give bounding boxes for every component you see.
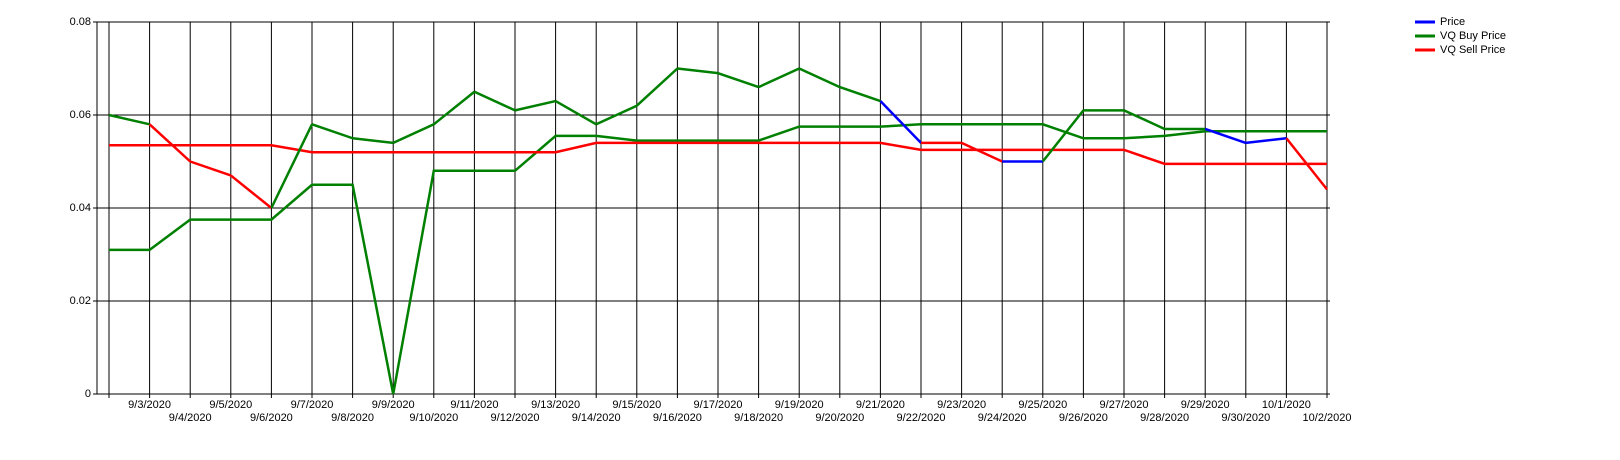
x-tick-label: 9/13/2020 (531, 399, 580, 411)
line-segment (392, 123, 435, 145)
line-segment (839, 85, 881, 103)
line-segment (677, 67, 719, 75)
legend-label: VQ Sell Price (1440, 44, 1505, 56)
line-segment (1204, 127, 1247, 145)
x-tick-label: 9/5/2020 (209, 399, 252, 411)
x-tick-label: 9/20/2020 (815, 412, 864, 424)
x-tick-label: 9/25/2020 (1018, 399, 1067, 411)
line-segment (879, 100, 922, 144)
y-tick-label: 0.04 (70, 202, 91, 214)
x-tick-label: 9/9/2020 (372, 399, 415, 411)
legend-label: VQ Buy Price (1440, 30, 1506, 42)
x-tick-label: 9/10/2020 (409, 412, 458, 424)
line (109, 141, 1327, 166)
x-tick-label: 9/12/2020 (491, 412, 540, 424)
line-segment (148, 123, 192, 163)
x-tick-label: 9/7/2020 (291, 399, 334, 411)
x-tick-label: 9/8/2020 (331, 412, 374, 424)
line-segment (108, 113, 150, 126)
line-segment (311, 123, 354, 140)
x-tick-label: 9/3/2020 (128, 399, 171, 411)
x-tick-label: 9/22/2020 (897, 412, 946, 424)
line-segment (1041, 109, 1085, 163)
x-tick-label: 10/1/2020 (1262, 399, 1311, 411)
line-segment (352, 137, 394, 145)
x-tick-label: 9/27/2020 (1100, 399, 1149, 411)
x-tick-label: 10/2/2020 (1303, 412, 1352, 424)
line-segment (473, 90, 516, 112)
line-segment (1285, 137, 1328, 191)
line-segment (961, 141, 1003, 163)
x-tick-label: 9/23/2020 (937, 399, 986, 411)
x-tick-label: 9/17/2020 (694, 399, 743, 411)
x-tick-label: 9/26/2020 (1059, 412, 1108, 424)
line-segment (230, 174, 273, 209)
y-tick-label: 0 (85, 388, 91, 400)
x-tick-label: 9/15/2020 (612, 399, 661, 411)
x-tick-label: 9/28/2020 (1140, 412, 1189, 424)
x-tick-label: 9/24/2020 (978, 412, 1027, 424)
x-tick-label: 9/6/2020 (250, 412, 293, 424)
x-tick-label: 9/18/2020 (734, 412, 783, 424)
x-tick-label: 9/4/2020 (169, 412, 212, 424)
line-segment (798, 67, 841, 89)
y-tick-label: 0.06 (70, 109, 91, 121)
line-segment (554, 99, 597, 126)
line-segment (595, 104, 638, 126)
x-tick-label: 9/21/2020 (856, 399, 905, 411)
legend-label: Price (1440, 16, 1465, 28)
line-segment (1245, 137, 1287, 145)
line-segment (635, 67, 679, 107)
line-segment (717, 71, 760, 89)
y-tick-label: 0.08 (70, 16, 91, 28)
x-tick-label: 9/29/2020 (1181, 399, 1230, 411)
y-tick-label: 0.02 (70, 295, 91, 307)
x-tick-label: 9/19/2020 (775, 399, 824, 411)
line-segment (1123, 109, 1166, 131)
line-segment (758, 67, 800, 89)
x-tick-label: 9/14/2020 (572, 412, 621, 424)
line-segment (514, 99, 556, 112)
line (109, 123, 1327, 395)
x-tick-label: 9/30/2020 (1221, 412, 1270, 424)
line-segment (270, 123, 314, 209)
x-tick-label: 9/16/2020 (653, 412, 702, 424)
line-segment (433, 90, 476, 126)
x-tick-label: 9/11/2020 (450, 399, 498, 411)
line-segment (189, 160, 232, 177)
